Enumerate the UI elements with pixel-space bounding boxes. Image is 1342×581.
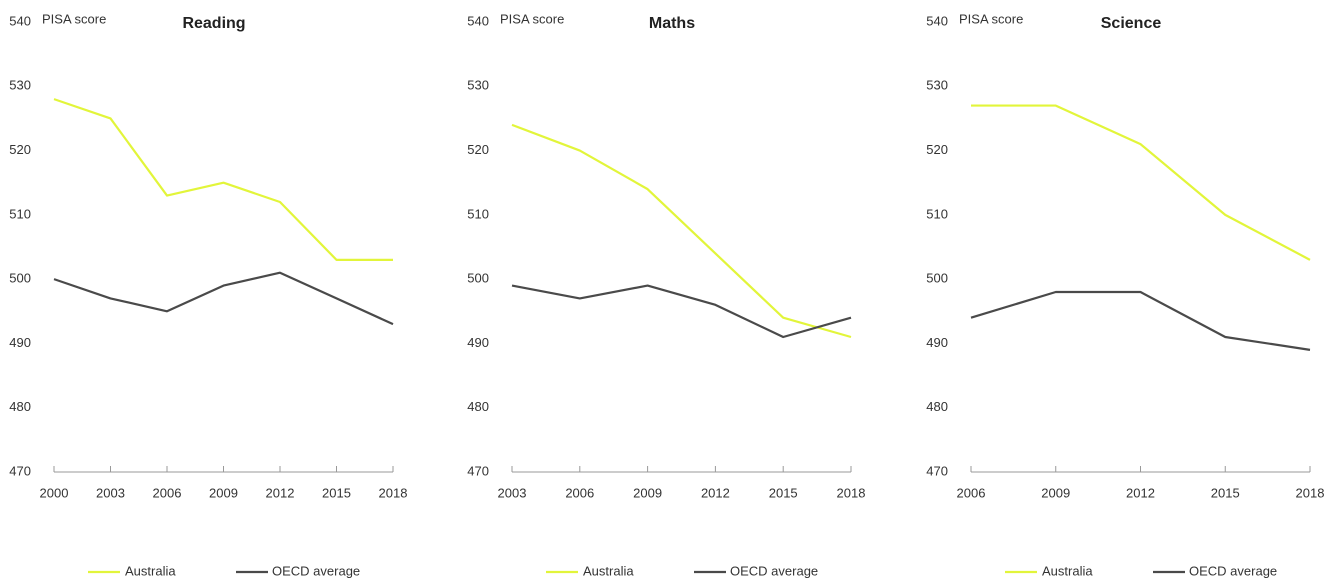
legend-label: Australia xyxy=(583,563,634,578)
y-tick-label: 510 xyxy=(926,206,948,221)
y-tick-label: 520 xyxy=(9,142,31,157)
y-tick-label: 540 xyxy=(467,13,489,28)
y-tick-label: 530 xyxy=(467,78,489,93)
y-axis-label: PISA score xyxy=(959,11,1023,26)
series-line xyxy=(511,284,852,339)
y-tick-label: 490 xyxy=(926,335,948,350)
chart-title: Maths xyxy=(649,15,695,32)
y-tick-label: 520 xyxy=(467,142,489,157)
x-tick-label: 2003 xyxy=(96,485,125,500)
series-line xyxy=(971,104,1311,261)
y-tick-label: 480 xyxy=(9,399,31,414)
series-line xyxy=(970,290,1311,351)
series-line xyxy=(53,271,394,326)
chart-title: Reading xyxy=(182,15,245,32)
y-tick-label: 510 xyxy=(467,206,489,221)
y-tick-label: 540 xyxy=(9,13,31,28)
chart-title: Science xyxy=(1101,15,1162,32)
legend-label: Australia xyxy=(125,563,176,578)
y-tick-label: 480 xyxy=(926,399,948,414)
y-axis-label: PISA score xyxy=(42,11,106,26)
y-tick-label: 540 xyxy=(926,13,948,28)
y-tick-label: 530 xyxy=(926,78,948,93)
x-tick-label: 2009 xyxy=(1041,485,1070,500)
legend-label: Australia xyxy=(1042,563,1093,578)
x-tick-label: 2006 xyxy=(565,485,594,500)
y-tick-label: 470 xyxy=(467,463,489,478)
x-tick-label: 2018 xyxy=(1296,485,1325,500)
y-tick-label: 520 xyxy=(926,142,948,157)
x-tick-label: 2015 xyxy=(769,485,798,500)
x-tick-label: 2000 xyxy=(40,485,69,500)
y-tick-label: 490 xyxy=(467,335,489,350)
series-line xyxy=(53,98,393,261)
y-tick-label: 470 xyxy=(9,463,31,478)
series-line xyxy=(511,123,852,339)
x-tick-label: 2006 xyxy=(153,485,182,500)
chart-panel: Maths PISA score 470 480 490 500 510 520 530 540 2… xyxy=(467,11,865,578)
chart-panel: Science PISA score 470 480 490 500 510 520 530 54… xyxy=(926,11,1324,578)
x-tick-label: 2018 xyxy=(837,485,866,500)
y-tick-label: 500 xyxy=(467,271,489,286)
y-tick-label: 470 xyxy=(926,463,948,478)
y-tick-label: 490 xyxy=(9,335,31,350)
chart-panel: Reading PISA score 470 480 490 500 510 520 530 54… xyxy=(9,11,407,578)
x-tick-label: 2015 xyxy=(1211,485,1240,500)
x-tick-label: 2006 xyxy=(957,485,986,500)
x-tick-label: 2018 xyxy=(379,485,408,500)
legend-label: OECD average xyxy=(272,563,360,578)
legend-label: OECD average xyxy=(1189,563,1277,578)
x-tick-label: 2012 xyxy=(1126,485,1155,500)
x-tick-label: 2009 xyxy=(209,485,238,500)
y-axis-label: PISA score xyxy=(500,11,564,26)
y-tick-label: 480 xyxy=(467,399,489,414)
x-tick-label: 2012 xyxy=(701,485,730,500)
y-tick-label: 510 xyxy=(9,206,31,221)
x-tick-label: 2009 xyxy=(633,485,662,500)
y-tick-label: 500 xyxy=(9,271,31,286)
x-tick-label: 2003 xyxy=(498,485,527,500)
y-tick-label: 500 xyxy=(926,271,948,286)
x-tick-label: 2015 xyxy=(322,485,351,500)
legend-label: OECD average xyxy=(730,563,818,578)
x-tick-label: 2012 xyxy=(266,485,295,500)
y-tick-label: 530 xyxy=(9,78,31,93)
